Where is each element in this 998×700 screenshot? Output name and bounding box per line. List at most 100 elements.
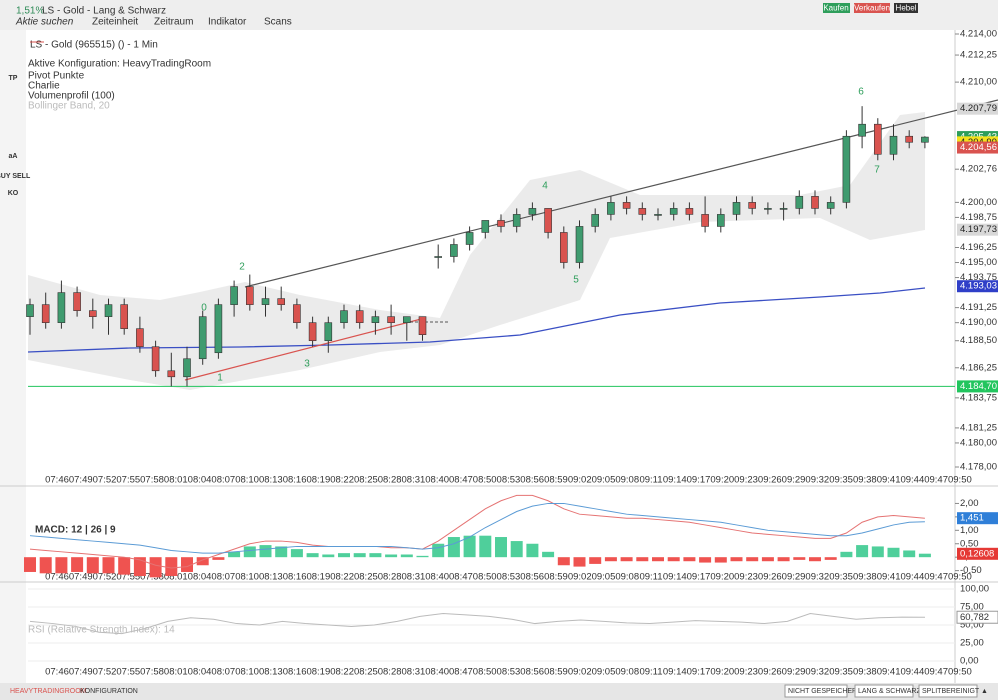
x-tick-label: 08:01: [164, 475, 188, 486]
y-tick-label: 1,00: [960, 525, 979, 536]
x-tick-label: 09:20: [710, 572, 734, 583]
pivot-label: 5: [573, 275, 579, 286]
x-tick-label: 08:56: [520, 572, 544, 583]
menu[interactable]: Zeiteinheit: [92, 17, 138, 28]
x-tick-label: 09:11: [639, 475, 662, 486]
x-tick-label: 09:29: [782, 572, 806, 583]
x-tick-label: 09:41: [877, 572, 901, 583]
candle-body: [57, 292, 66, 323]
y-tick-label: 2,00: [960, 498, 979, 509]
macd-bar: [809, 557, 821, 562]
x-tick-label: 08:10: [235, 667, 259, 678]
x-tick-label: 09:50: [948, 475, 972, 486]
x-tick-label: 08:07: [211, 475, 235, 486]
x-tick-label: 09:17: [687, 572, 711, 583]
macd-bar: [840, 551, 853, 558]
x-tick-label: 08:40: [425, 667, 449, 678]
tool[interactable]: aA: [9, 153, 18, 160]
candle-body: [387, 316, 395, 323]
sell-button[interactable]: [854, 3, 890, 13]
value-marker: [957, 547, 998, 560]
lever-button[interactable]: [894, 3, 918, 13]
candle-body: [607, 202, 615, 215]
y-tick-label: 4.186,25: [960, 362, 997, 373]
candle-body: [559, 232, 568, 263]
x-tick-label: 07:55: [116, 572, 140, 583]
status-item[interactable]: KONFIGURATION: [80, 688, 138, 695]
x-tick-label: 09:17: [687, 667, 711, 678]
status-item[interactable]: HEAVYTRADINGROOM: [10, 688, 87, 695]
status-item[interactable]: LANG & SCHWARZ ▲: [858, 688, 930, 695]
macd-bar: [667, 557, 680, 562]
candle-body: [402, 316, 411, 323]
candle-body: [826, 202, 835, 209]
buy-button[interactable]: [823, 3, 850, 13]
menu[interactable]: Indikator: [208, 17, 247, 28]
x-tick-label: 09:05: [592, 667, 616, 678]
x-tick-label: 08:22: [330, 667, 354, 678]
candle-body: [732, 202, 741, 215]
x-tick-label: 09:08: [615, 667, 639, 678]
change: 1,51%: [16, 6, 44, 17]
menu[interactable]: Zeitraum: [154, 17, 193, 28]
indicator-line: [29, 612, 926, 635]
x-tick-label: 08:50: [473, 667, 497, 678]
x-tick-label: 07:52: [93, 475, 117, 486]
macd-bar: [369, 553, 382, 558]
x-tick-label: 08:31: [402, 475, 426, 486]
candle-body: [41, 304, 50, 323]
x-tick-label: 08:13: [259, 572, 283, 583]
x-tick-label: 07:46: [45, 475, 69, 486]
search[interactable]: Aktie suchen: [15, 17, 74, 28]
sell[interactable]: Verkaufen: [854, 4, 890, 13]
x-tick-label: 09:41: [877, 475, 901, 486]
x-tick-label: 07:46: [45, 572, 69, 583]
candle-body: [465, 232, 474, 245]
x-tick-label: 09:35: [829, 572, 853, 583]
x-tick-label: 08:04: [188, 475, 212, 486]
status-box[interactable]: [784, 684, 848, 698]
legend-item: Bollinger Band, 20: [28, 101, 110, 112]
candle-body: [355, 310, 364, 323]
status-item[interactable]: SPLITBEREINIGT ▲: [922, 688, 988, 695]
tool[interactable]: BUY SELL: [0, 173, 31, 180]
legend-config: Aktive Konfiguration: HeavyTradingRoom: [28, 59, 211, 70]
tool[interactable]: KO: [8, 190, 19, 197]
macd-bar: [196, 557, 209, 566]
pivot-label: 3: [304, 359, 310, 370]
macd-bar: [149, 557, 162, 578]
tool[interactable]: TP: [9, 75, 18, 82]
legend-item: Volumenprofil (100): [28, 91, 115, 102]
candle-body: [669, 208, 678, 215]
status-box[interactable]: [918, 684, 978, 698]
x-tick-label: 08:10: [235, 572, 259, 583]
menu[interactable]: Scans: [264, 17, 292, 28]
candle-body: [230, 286, 238, 305]
x-tick-label: 08:53: [497, 667, 521, 678]
candle-body: [293, 304, 301, 323]
macd-bar: [322, 554, 335, 558]
candle-body: [198, 316, 207, 360]
x-tick-label: 09:05: [592, 475, 616, 486]
status-box[interactable]: [854, 684, 914, 698]
x-tick-label: 08:16: [283, 667, 307, 678]
candle-body: [591, 214, 600, 227]
macd-bar: [746, 557, 759, 562]
x-tick-label: 08:56: [520, 667, 544, 678]
x-tick-label: 08:28: [378, 667, 402, 678]
x-tick-label: 08:47: [449, 572, 473, 583]
x-tick-label: 09:23: [734, 475, 758, 486]
x-tick-label: 08:28: [378, 475, 402, 486]
indicator-line: [29, 502, 925, 554]
status-item[interactable]: NICHT GESPEICHERT: [788, 688, 862, 695]
buy[interactable]: Kaufen: [823, 4, 848, 13]
x-tick-label: 08:16: [283, 475, 307, 486]
y-tick-label: 75,00: [960, 602, 984, 613]
pivot-label: 2: [239, 262, 245, 273]
macd-bar: [699, 557, 712, 563]
x-tick-label: 09:23: [734, 667, 758, 678]
x-tick-label: 08:59: [544, 475, 568, 486]
x-tick-label: 08:07: [211, 667, 235, 678]
candle-body: [104, 304, 113, 317]
lever[interactable]: Hebel: [896, 4, 917, 13]
